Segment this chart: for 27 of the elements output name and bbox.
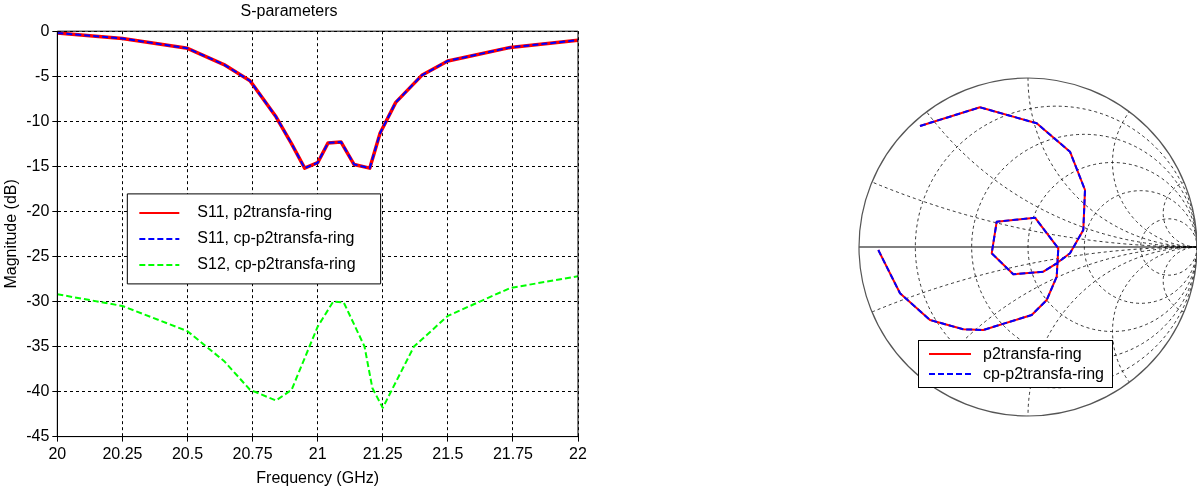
legend-label: S12, cp-p2transfa-ring — [197, 255, 356, 273]
x-tick-label: 20 — [48, 444, 67, 462]
y-tick-label: -45 — [26, 427, 50, 445]
y-tick-label: -10 — [26, 111, 50, 129]
y-tick-label: -30 — [26, 291, 50, 309]
y-tick-label: -40 — [26, 381, 50, 399]
x-tick-label: 21.5 — [432, 444, 464, 462]
x-tick-label: 21.75 — [492, 444, 534, 462]
y-tick-label: -25 — [26, 246, 50, 264]
x-axis-title: Frequency (GHz) — [256, 468, 380, 486]
y-tick-label: 0 — [40, 21, 50, 39]
x-tick-label: 20.25 — [102, 444, 143, 462]
chart-title: S-parameters — [240, 2, 338, 20]
x-tick-label: 21.25 — [362, 444, 403, 462]
legend-label: p2transfa-ring — [983, 344, 1082, 364]
y-tick-label: -5 — [35, 66, 50, 84]
y-tick-label: -35 — [26, 336, 50, 354]
legend-label: S11, p2transfa-ring — [197, 203, 333, 221]
y-axis-title: Magnitude (dB) — [2, 179, 20, 289]
x-tick-label: 20.75 — [232, 444, 273, 462]
x-tick-label: 22 — [569, 444, 587, 462]
x-tick-label: 21 — [308, 444, 327, 462]
legend-label: S11, cp-p2transfa-ring — [197, 229, 355, 247]
y-tick-label: -20 — [26, 201, 50, 219]
y-tick-label: -15 — [26, 156, 50, 174]
legend-label: cp-p2transfa-ring — [983, 364, 1104, 384]
x-tick-label: 20.5 — [171, 444, 204, 462]
